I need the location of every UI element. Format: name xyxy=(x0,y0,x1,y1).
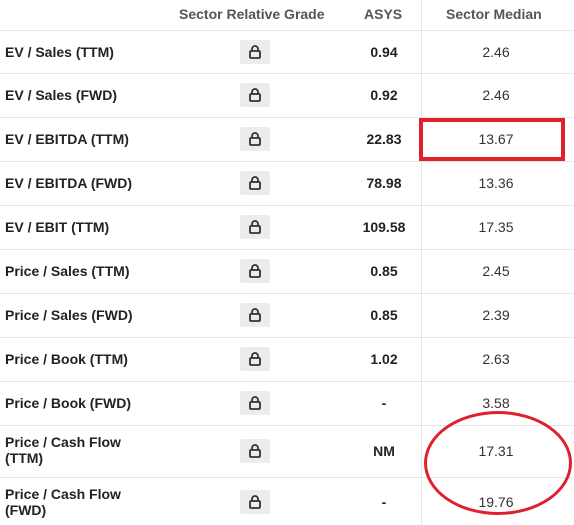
lock-icon xyxy=(249,45,261,59)
sector-median-value: 2.46 xyxy=(482,44,510,60)
sector-median-value: 3.58 xyxy=(482,395,510,411)
lock-icon xyxy=(249,132,261,146)
locked-grade[interactable] xyxy=(240,490,270,514)
sector-median-value: 13.36 xyxy=(478,175,514,191)
metric-label: Price / Book (TTM) xyxy=(5,351,128,367)
sector-median-value: 19.76 xyxy=(478,494,514,510)
sector-median-value: 17.35 xyxy=(478,219,514,235)
sector-median-value: 2.63 xyxy=(482,351,510,367)
locked-grade[interactable] xyxy=(240,215,270,239)
lock-icon xyxy=(249,264,261,278)
asys-value: 78.98 xyxy=(366,175,402,191)
metric-label: EV / Sales (TTM) xyxy=(5,44,114,60)
asys-value: - xyxy=(381,494,387,510)
sector-median-value: 13.67 xyxy=(478,131,514,147)
asys-value: 109.58 xyxy=(362,219,406,235)
table-row: EV / EBITDA (FWD) 78.98 13.36 xyxy=(0,162,574,206)
table-row: Price / Book (TTM) 1.02 2.63 xyxy=(0,338,574,382)
table-row: Price / Book (FWD) - 3.58 xyxy=(0,382,574,426)
metric-label: Price / Sales (FWD) xyxy=(5,307,133,323)
lock-icon xyxy=(249,396,261,410)
locked-grade[interactable] xyxy=(240,40,270,64)
locked-grade[interactable] xyxy=(240,347,270,371)
sector-median-value: 2.46 xyxy=(482,87,510,103)
table-row: Price / Cash Flow (FWD) - 19.76 xyxy=(0,478,574,525)
column-divider xyxy=(421,478,422,525)
metric-label: Price / Sales (TTM) xyxy=(5,263,130,279)
asys-value: 22.83 xyxy=(366,131,402,147)
header-sector-median[interactable]: Sector Median xyxy=(446,6,542,22)
column-divider xyxy=(421,250,422,293)
table-header: Sector Relative Grade ASYS Sector Median xyxy=(0,0,574,31)
lock-icon xyxy=(249,352,261,366)
lock-icon xyxy=(249,220,261,234)
column-divider xyxy=(421,338,422,381)
locked-grade[interactable] xyxy=(240,439,270,463)
table-row: EV / EBITDA (TTM) 22.83 13.67 xyxy=(0,118,574,162)
table-row: EV / Sales (FWD) 0.92 2.46 xyxy=(0,74,574,118)
asys-value: 0.85 xyxy=(370,263,398,279)
metric-label-line1: Price / Cash Flow xyxy=(5,486,121,502)
header-ticker[interactable]: ASYS xyxy=(364,6,403,22)
asys-value: 0.94 xyxy=(370,44,398,60)
locked-grade[interactable] xyxy=(240,83,270,107)
sector-median-value: 2.39 xyxy=(482,307,510,323)
table-row: EV / Sales (TTM) 0.94 2.46 xyxy=(0,31,574,74)
metric-label: EV / EBITDA (TTM) xyxy=(5,131,129,147)
table-row: Price / Sales (TTM) 0.85 2.45 xyxy=(0,250,574,294)
locked-grade[interactable] xyxy=(240,391,270,415)
locked-grade[interactable] xyxy=(240,127,270,151)
asys-value: 1.02 xyxy=(370,351,398,367)
column-divider xyxy=(421,74,422,117)
locked-grade[interactable] xyxy=(240,171,270,195)
lock-icon xyxy=(249,176,261,190)
sector-median-value: 17.31 xyxy=(478,443,514,459)
lock-icon xyxy=(249,308,261,322)
metric-label: Price / Book (FWD) xyxy=(5,395,132,411)
column-divider xyxy=(421,162,422,205)
column-divider xyxy=(421,31,422,73)
header-sector-relative-grade[interactable]: Sector Relative Grade xyxy=(179,6,325,22)
metric-label: EV / Sales (FWD) xyxy=(5,87,118,103)
metric-label: EV / EBITDA (FWD) xyxy=(5,175,133,191)
column-divider xyxy=(421,382,422,425)
lock-icon xyxy=(249,495,261,509)
metric-label-line2: (FWD) xyxy=(5,502,47,518)
sector-median-value: 2.45 xyxy=(482,263,510,279)
column-divider xyxy=(421,426,422,477)
column-divider xyxy=(421,0,422,30)
locked-grade[interactable] xyxy=(240,259,270,283)
locked-grade[interactable] xyxy=(240,303,270,327)
metric-label-line1: Price / Cash Flow xyxy=(5,434,121,450)
metric-label: EV / EBIT (TTM) xyxy=(5,219,110,235)
lock-icon xyxy=(249,444,261,458)
table-row: EV / EBIT (TTM) 109.58 17.35 xyxy=(0,206,574,250)
metric-label-line2: (TTM) xyxy=(5,450,44,466)
table-row: Price / Cash Flow (TTM) NM 17.31 xyxy=(0,426,574,478)
asys-value: 0.85 xyxy=(370,307,398,323)
column-divider xyxy=(421,206,422,249)
asys-value: NM xyxy=(373,443,395,459)
metric-label: Price / Cash Flow (FWD) xyxy=(5,486,121,518)
metric-label: Price / Cash Flow (TTM) xyxy=(5,434,121,466)
column-divider xyxy=(421,294,422,337)
lock-icon xyxy=(249,88,261,102)
asys-value: 0.92 xyxy=(370,87,398,103)
asys-value: - xyxy=(381,395,387,411)
table-row: Price / Sales (FWD) 0.85 2.39 xyxy=(0,294,574,338)
